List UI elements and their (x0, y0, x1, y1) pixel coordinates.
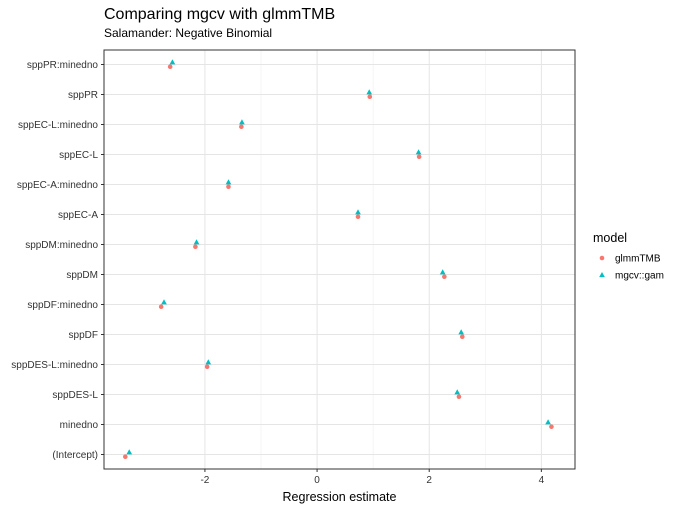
point-mgcv-gam (205, 359, 212, 365)
point-glmmtmb (158, 304, 164, 310)
point-mgcv-gam (415, 149, 422, 155)
point-mgcv-gam (225, 179, 232, 185)
point-glmmtmb (456, 394, 462, 400)
legend-label: mgcv::gam (615, 271, 664, 282)
y-tick-label: (Intercept) (52, 450, 98, 461)
point-glmmtmb (416, 154, 422, 159)
point-glmmtmb (355, 214, 361, 219)
x-tick-label: 4 (539, 475, 545, 486)
point-glmmtmb (459, 334, 465, 340)
point-glmmtmb (193, 244, 198, 249)
y-tick-label: sppPR (68, 90, 98, 101)
point-glmmtmb (442, 274, 447, 280)
y-tick-label: sppDES-L:minedno (11, 360, 98, 371)
legend-key-mgcv-gam (599, 272, 605, 278)
point-mgcv-gam (169, 59, 176, 65)
grid-layer (104, 50, 575, 469)
points-layer (123, 59, 554, 460)
y-tick-label: minedno (60, 420, 99, 431)
point-glmmtmb (549, 424, 554, 430)
point-glmmtmb (204, 364, 210, 370)
point-mgcv-gam (454, 389, 461, 395)
point-mgcv-gam (239, 119, 245, 125)
point-mgcv-gam (545, 419, 551, 425)
y-tick-label: sppEC-L:minedno (18, 120, 98, 131)
x-tick-label: -2 (200, 475, 209, 486)
y-tick-label: sppDF:minedno (27, 300, 98, 311)
y-tick-label: sppEC-A:minedno (17, 180, 99, 191)
y-axis: sppPR:minedno sppPR sppEC-L:minedno sppEC-L… (11, 60, 104, 461)
point-mgcv-gam (193, 239, 200, 245)
point-mgcv-gam (161, 299, 167, 305)
point-mgcv-gam (458, 329, 465, 335)
chart-title: Comparing mgcv with glmmTMB (104, 6, 335, 23)
x-tick-label: 2 (426, 475, 432, 486)
point-mgcv-gam (439, 269, 446, 275)
point-mgcv-gam (366, 89, 373, 95)
point-glmmtmb (226, 184, 231, 189)
x-axis-label: Regression estimate (283, 490, 397, 504)
point-mgcv-gam (355, 209, 361, 215)
point-glmmtmb (239, 124, 244, 129)
legend-label: glmmTMB (615, 254, 661, 265)
y-tick-label: sppEC-L (59, 150, 98, 161)
point-glmmtmb (123, 454, 128, 460)
y-tick-label: sppDF (69, 330, 98, 341)
chart-subtitle: Salamander: Negative Binomial (104, 26, 272, 40)
plot-border (103, 49, 576, 470)
legend-key-glmmtmb (599, 255, 605, 261)
plot-panel (104, 50, 575, 469)
y-tick-label: sppPR:minedno (27, 60, 99, 71)
y-tick-label: sppDM (66, 270, 98, 281)
point-mgcv-gam (126, 449, 133, 455)
x-tick-label: 0 (314, 475, 320, 486)
y-tick-label: sppEC-A (58, 210, 98, 221)
point-glmmtmb (167, 64, 173, 69)
point-glmmtmb (367, 94, 373, 99)
y-tick-label: sppDES-L (52, 390, 98, 401)
y-tick-label: sppDM:minedno (25, 240, 98, 251)
x-axis: -2 0 2 4 (200, 469, 545, 486)
legend-title: model (593, 231, 627, 245)
